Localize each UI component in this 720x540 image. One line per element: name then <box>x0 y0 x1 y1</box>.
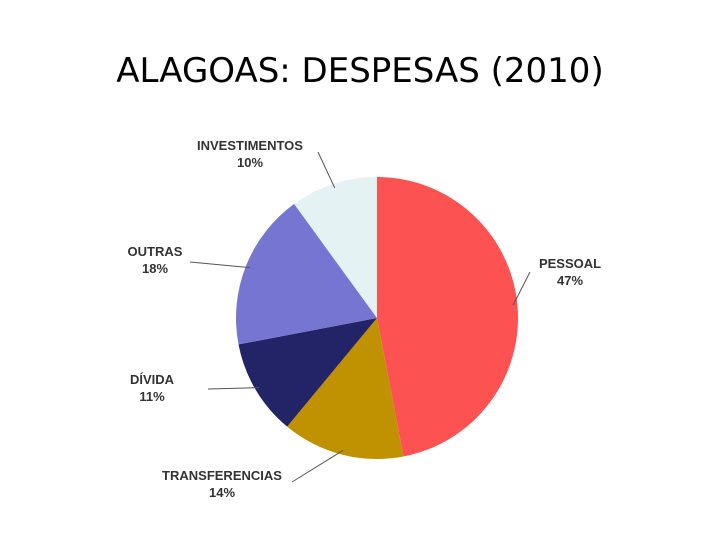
slice-label: PESSOAL <box>539 256 601 271</box>
leader-line <box>207 387 260 390</box>
slice-label: OUTRAS <box>128 244 183 259</box>
chart-title: ALAGOAS: DESPESAS (2010) <box>116 51 603 91</box>
leader-line <box>291 450 344 483</box>
slice-label: TRANSFERENCIAS <box>162 468 282 483</box>
pie-slice <box>236 203 377 345</box>
pie-slice <box>294 177 377 318</box>
leader-line <box>189 261 250 269</box>
pie-slice <box>377 177 518 457</box>
slice-value-label: 47% <box>557 273 583 288</box>
slice-label: INVESTIMENTOS <box>197 138 303 153</box>
pie-slice <box>238 318 377 427</box>
leader-line <box>317 151 336 189</box>
slice-value-label: 10% <box>237 155 263 170</box>
slice-value-label: 11% <box>139 389 165 404</box>
pie-slice <box>287 318 404 459</box>
leader-line <box>512 271 531 306</box>
slice-value-label: 18% <box>142 261 168 276</box>
slice-label: DÍVIDA <box>130 372 175 387</box>
slice-value-label: 14% <box>209 485 235 500</box>
